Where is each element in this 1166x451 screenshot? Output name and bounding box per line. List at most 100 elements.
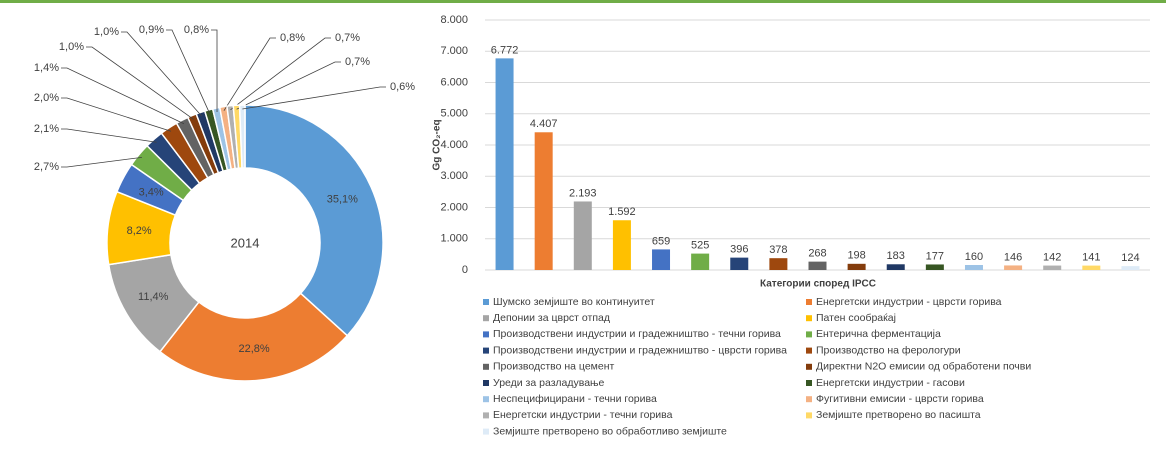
donut-slice [238, 104, 246, 169]
legend-label: Фугитивни емисии - цврсти горива [816, 393, 984, 405]
bar-value-label: 659 [652, 235, 670, 247]
slice-label: 2,1% [34, 123, 59, 135]
y-tick-label: 4.000 [440, 139, 468, 151]
bar-value-label: 396 [730, 244, 748, 256]
legend-swatch [806, 347, 812, 354]
bar [964, 265, 983, 270]
y-tick-label: 5.000 [440, 108, 468, 120]
donut-center-label: 2014 [231, 235, 260, 250]
leader-line [61, 156, 142, 168]
y-tick-label: 6.000 [440, 76, 468, 88]
bar [1004, 265, 1023, 270]
slice-label: 35,1% [327, 194, 358, 206]
leader-line [61, 67, 185, 125]
legend-label: Земјиште претворено во пасишта [816, 409, 981, 421]
y-tick-label: 8.000 [440, 14, 468, 26]
leader-line [61, 97, 172, 132]
slice-label: 8,2% [127, 225, 152, 237]
slice-label: 0,7% [335, 32, 360, 44]
bar-value-label: 4.407 [530, 118, 558, 130]
leader-line [166, 29, 211, 114]
y-tick-label: 1.000 [440, 233, 468, 245]
bar [1082, 265, 1101, 270]
slice-label: 1,0% [59, 41, 84, 53]
slice-label: 2,7% [34, 161, 59, 173]
legend-swatch [483, 331, 489, 338]
legend-swatch [483, 315, 489, 322]
leader-line [61, 128, 157, 143]
legend-label: Ентерична ферментација [816, 328, 941, 340]
legend-swatch [806, 396, 812, 403]
slice-label: 0,8% [184, 24, 209, 36]
legend-label: Производство на ферологури [816, 344, 961, 356]
y-axis-title: Gg CO₂-eq [432, 119, 443, 170]
y-tick-label: 7.000 [440, 45, 468, 57]
leader-line [242, 86, 386, 110]
donut-slice [158, 292, 349, 382]
slice-label: 1,0% [94, 26, 119, 38]
legend-label: Енергетски индустрии - цврсти горива [816, 296, 1002, 308]
donut-slice [244, 104, 384, 337]
bar-value-label: 525 [691, 240, 709, 252]
bar-value-label: 268 [808, 248, 826, 260]
legend-swatch [483, 363, 489, 370]
bar-value-label: 142 [1043, 251, 1061, 263]
bar [886, 264, 905, 270]
bar [1121, 266, 1140, 270]
bar-value-label: 6.772 [491, 44, 519, 56]
slice-label: 0,8% [280, 32, 305, 44]
legend-swatch [483, 428, 489, 435]
leader-line [223, 37, 276, 111]
y-tick-label: 3.000 [440, 170, 468, 182]
leader-line [86, 46, 194, 120]
legend-label: Енергетски индустрии - течни горива [493, 409, 673, 421]
legend-swatch [806, 299, 812, 305]
bar [730, 257, 749, 270]
legend-label: Патен сообраќај [816, 312, 896, 324]
leader-line [230, 37, 331, 111]
bar-value-label: 141 [1082, 252, 1100, 264]
bar [495, 58, 514, 270]
legend-label: Енергетски индустрии - гасови [816, 377, 965, 389]
x-axis-title: Категории според IPCC [760, 279, 876, 290]
bar [652, 249, 671, 270]
legend-label: Шумско земјиште во континуитет [493, 296, 655, 308]
bar-value-label: 160 [965, 251, 983, 263]
legend-swatch [483, 380, 489, 386]
bar [573, 201, 592, 270]
bar [612, 220, 631, 270]
top-border [0, 0, 1166, 3]
legend-swatch [806, 412, 812, 419]
legend-swatch [483, 396, 489, 403]
legend-swatch [806, 315, 812, 322]
bar-value-label: 124 [1121, 252, 1139, 264]
bar [691, 253, 710, 270]
legend-swatch [483, 299, 489, 305]
legend-swatch [806, 380, 812, 386]
bar-value-label: 198 [847, 250, 865, 262]
bar-value-label: 378 [769, 244, 787, 256]
legend-label: Производствени индустрии и градежништво … [493, 344, 787, 356]
bar-value-label: 177 [926, 250, 944, 262]
legend-label: Директни N2O емисии од обработени почви [816, 361, 1031, 373]
bar [925, 264, 944, 270]
bar-value-label: 183 [887, 250, 905, 262]
slice-label: 0,9% [139, 24, 164, 36]
bar-value-label: 146 [1004, 251, 1022, 263]
bar [769, 258, 788, 270]
slice-label: 22,8% [238, 343, 269, 355]
legend-label: Уреди за разладување [493, 377, 605, 389]
slice-label: 11,4% [138, 291, 169, 303]
y-tick-label: 0 [462, 264, 468, 276]
legend-label: Земјиште претворено во обработливо земји… [493, 425, 727, 437]
legend-swatch [483, 347, 489, 354]
slice-label: 0,7% [345, 56, 370, 68]
legend-swatch [483, 412, 489, 419]
legend-label: Депонии за цврст отпад [493, 312, 610, 324]
bar-value-label: 1.592 [608, 206, 636, 218]
bar-value-label: 2.193 [569, 187, 597, 199]
leader-line [211, 29, 218, 112]
leader-line [121, 31, 203, 117]
legend-label: Производствени индустрии и градежништво … [493, 328, 781, 340]
